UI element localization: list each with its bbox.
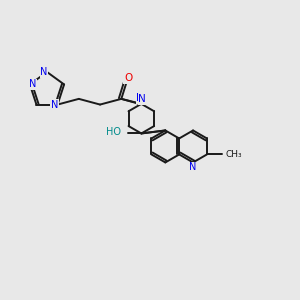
Text: N: N: [139, 94, 146, 104]
Text: N: N: [136, 93, 144, 103]
Text: O: O: [124, 73, 133, 83]
Text: N: N: [51, 100, 58, 110]
Text: N: N: [29, 80, 37, 89]
Text: HO: HO: [106, 128, 121, 137]
Text: CH₃: CH₃: [226, 150, 242, 159]
Text: N: N: [40, 67, 48, 77]
Text: N: N: [189, 162, 197, 172]
